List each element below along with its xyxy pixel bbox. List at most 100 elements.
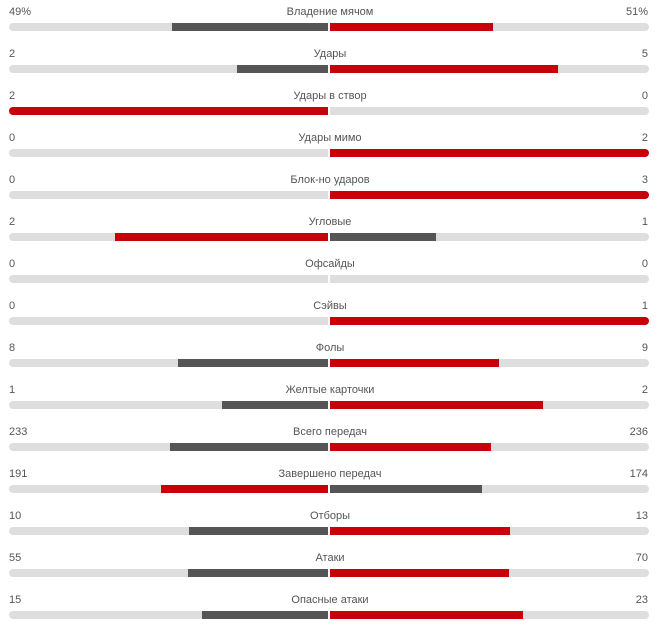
home-value: 0: [9, 132, 16, 144]
stat-row: 0 Сэйвы 1: [0, 294, 660, 336]
home-value: 55: [9, 552, 22, 564]
stat-row: 0 Блок-но ударов 3: [0, 168, 660, 210]
home-bar-track: [9, 527, 328, 535]
stat-label: Фолы: [315, 342, 345, 354]
home-value: 2: [9, 48, 16, 60]
home-value: 233: [9, 426, 28, 438]
away-bar-track: [330, 107, 649, 115]
stat-label: Удары в створ: [293, 90, 367, 102]
home-bar-track: [9, 569, 328, 577]
away-bar-fill: [330, 233, 436, 241]
away-value: 1: [641, 216, 648, 228]
home-bar-track: [9, 485, 328, 493]
stat-label: Завершено передач: [278, 468, 382, 480]
away-bar-fill: [330, 485, 482, 493]
away-value: 23: [635, 594, 648, 606]
stat-label: Удары: [313, 48, 347, 60]
home-bar-track: [9, 275, 328, 283]
home-value: 15: [9, 594, 22, 606]
away-bar-track: [330, 359, 649, 367]
stat-label: Удары мимо: [298, 132, 362, 144]
home-value: 191: [9, 468, 28, 480]
stat-row: 2 Удары 5: [0, 42, 660, 84]
away-bar-track: [330, 317, 649, 325]
stat-row: 8 Фолы 9: [0, 336, 660, 378]
away-value: 2: [641, 384, 648, 396]
away-value: 70: [635, 552, 648, 564]
stat-row: 2 Угловые 1: [0, 210, 660, 252]
away-bar-fill: [330, 23, 493, 31]
away-bar-fill: [330, 317, 649, 325]
home-bar-track: [9, 443, 328, 451]
away-bar-track: [330, 233, 649, 241]
stat-row: 55 Атаки 70: [0, 546, 660, 588]
home-value: 0: [9, 258, 16, 270]
away-value: 0: [641, 258, 648, 270]
stat-row: 49% Владение мячом 51%: [0, 0, 660, 42]
home-bar-track: [9, 359, 328, 367]
stat-label: Опасные атаки: [291, 594, 369, 606]
away-bar-fill: [330, 149, 649, 157]
stat-row: 10 Отборы 13: [0, 504, 660, 546]
away-value: 236: [629, 426, 648, 438]
home-bar-fill: [170, 443, 328, 451]
away-bar-track: [330, 485, 649, 493]
stat-row: 1 Желтые карточки 2: [0, 378, 660, 420]
away-value: 3: [641, 174, 648, 186]
stat-label: Владение мячом: [286, 6, 374, 18]
home-bar-track: [9, 107, 328, 115]
stat-row: 2 Удары в створ 0: [0, 84, 660, 126]
away-bar-track: [330, 401, 649, 409]
away-bar-fill: [330, 359, 499, 367]
away-value: 2: [641, 132, 648, 144]
home-value: 0: [9, 174, 16, 186]
away-value: 174: [629, 468, 648, 480]
home-bar-fill: [178, 359, 328, 367]
away-bar-fill: [330, 191, 649, 199]
away-bar-track: [330, 611, 649, 619]
home-bar-fill: [161, 485, 328, 493]
home-value: 1: [9, 384, 16, 396]
away-value: 1: [641, 300, 648, 312]
stat-row: 15 Опасные атаки 23: [0, 588, 660, 630]
away-bar-fill: [330, 569, 509, 577]
stat-label: Сэйвы: [313, 300, 347, 312]
home-bar-track: [9, 65, 328, 73]
stat-label: Отборы: [309, 510, 351, 522]
stat-label: Офсайды: [305, 258, 355, 270]
home-bar-fill: [189, 527, 328, 535]
away-value: 0: [641, 90, 648, 102]
away-value: 9: [641, 342, 648, 354]
away-bar-track: [330, 443, 649, 451]
home-bar-fill: [172, 23, 328, 31]
away-bar-track: [330, 569, 649, 577]
home-bar-fill: [222, 401, 328, 409]
away-bar-track: [330, 527, 649, 535]
away-bar-fill: [330, 401, 543, 409]
home-bar-track: [9, 401, 328, 409]
stat-label: Атаки: [315, 552, 345, 564]
home-value: 49%: [9, 6, 32, 18]
away-value: 51%: [625, 6, 648, 18]
home-bar-track: [9, 191, 328, 199]
home-bar-track: [9, 149, 328, 157]
stat-row: 191 Завершено передач 174: [0, 462, 660, 504]
stat-label: Угловые: [308, 216, 352, 228]
away-bar-fill: [330, 443, 491, 451]
home-value: 0: [9, 300, 16, 312]
home-bar-fill: [188, 569, 328, 577]
stat-row: 233 Всего передач 236: [0, 420, 660, 462]
home-bar-track: [9, 317, 328, 325]
away-bar-fill: [330, 65, 558, 73]
stat-label: Всего передач: [293, 426, 367, 438]
stat-label: Блок-но ударов: [290, 174, 370, 186]
home-value: 2: [9, 90, 16, 102]
home-value: 8: [9, 342, 16, 354]
home-bar-track: [9, 23, 328, 31]
away-bar-track: [330, 65, 649, 73]
away-bar-track: [330, 23, 649, 31]
away-bar-fill: [330, 611, 523, 619]
home-bar-fill: [237, 65, 328, 73]
home-value: 10: [9, 510, 22, 522]
